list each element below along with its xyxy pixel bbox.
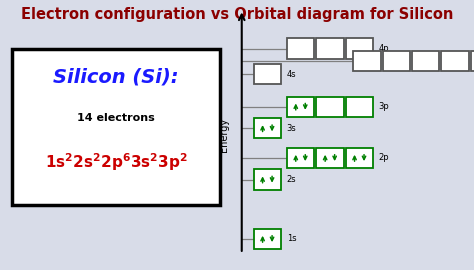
Text: Electron configuration vs Orbital diagram for Silicon: Electron configuration vs Orbital diagra…	[21, 7, 453, 22]
Text: 4s: 4s	[287, 70, 296, 79]
Bar	[346, 38, 373, 59]
Bar	[287, 148, 314, 168]
Text: 3p: 3p	[379, 102, 390, 111]
Bar	[254, 170, 281, 190]
Bar	[316, 97, 344, 117]
Text: 2p: 2p	[379, 153, 389, 163]
Bar	[471, 51, 474, 71]
Text: $\mathbf{1s^22s^22p^63s^23p^2}$: $\mathbf{1s^22s^22p^63s^23p^2}$	[45, 151, 188, 173]
Bar	[254, 229, 281, 249]
Bar	[383, 51, 410, 71]
Text: 3s: 3s	[287, 124, 297, 133]
Text: Silicon (Si):: Silicon (Si):	[54, 68, 179, 86]
Bar	[346, 97, 373, 117]
Text: 14 electrons: 14 electrons	[77, 113, 155, 123]
Bar	[316, 38, 344, 59]
Bar	[346, 148, 373, 168]
Bar	[412, 51, 439, 71]
Bar	[287, 38, 314, 59]
Text: Energy: Energy	[219, 118, 229, 152]
Text: 2s: 2s	[287, 175, 296, 184]
Bar	[287, 97, 314, 117]
Bar	[353, 51, 381, 71]
Bar	[441, 51, 469, 71]
Bar	[12, 49, 220, 205]
Bar	[254, 118, 281, 138]
Bar	[316, 148, 344, 168]
Bar	[254, 64, 281, 84]
Text: 1s: 1s	[287, 234, 296, 244]
Text: 4p: 4p	[379, 44, 389, 53]
